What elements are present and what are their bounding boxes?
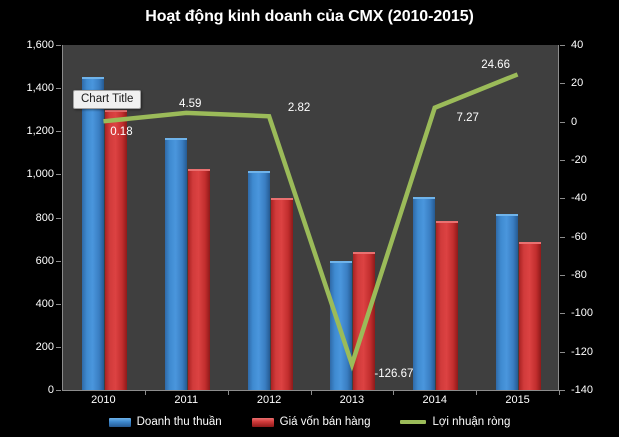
bar-revenue-2015[interactable]: [496, 214, 519, 390]
data-label-net-profit-2011: 4.59: [179, 97, 202, 110]
x-axis-tickmark: [310, 390, 312, 395]
y-axis-left-tick-800: 800: [35, 211, 54, 224]
bar-revenue-2011[interactable]: [164, 137, 187, 390]
y-axis-left-tick-0: 0: [47, 384, 54, 396]
bar-cogs-2013[interactable]: [353, 252, 376, 390]
chart-legend: Doanh thu thuần Giá vốn bán hàng Lợi nhu…: [0, 412, 619, 432]
bar-red-swatch: [251, 417, 274, 427]
legend-item-cogs[interactable]: Giá vốn bán hàng: [251, 416, 371, 428]
y-axis-left-tick-1000: 1,000: [26, 168, 54, 181]
y-axis-right-tickmark: [560, 313, 565, 315]
y-axis-left-tickmark: [56, 346, 61, 348]
bar-revenue-2013[interactable]: [330, 260, 353, 390]
y-axis-left-tickmark: [56, 390, 61, 391]
y-axis-right-tick-0: 0: [571, 115, 578, 128]
legend-label-net-profit: Lợi nhuận ròng: [432, 416, 511, 428]
y-axis-right-tickmark: [560, 160, 565, 161]
y-axis-right-tick-neg100: -100: [571, 307, 594, 320]
y-axis-left-tick-600: 600: [35, 254, 54, 267]
y-axis-right-tick-neg120: -120: [571, 345, 594, 358]
y-axis-right-tick-20: 20: [571, 77, 584, 90]
x-axis-tick-2013: 2013: [339, 394, 365, 406]
y-axis-right-tickmark: [560, 236, 565, 238]
x-axis-tickmark: [393, 390, 395, 395]
x-axis-tick-2015: 2015: [505, 394, 530, 406]
y-axis-left-tickmark: [56, 174, 61, 176]
bar-cogs-2011[interactable]: [187, 168, 210, 390]
y-axis-right-tickmark: [560, 83, 565, 85]
y-axis-right-tick-neg40: -40: [571, 192, 587, 205]
bar-revenue-2014[interactable]: [413, 197, 436, 390]
bar-cogs-2010[interactable]: [104, 109, 127, 390]
legend-item-revenue[interactable]: Doanh thu thuần: [108, 416, 222, 428]
y-axis-left-tick-200: 200: [35, 340, 54, 353]
y-axis-left-tickmark: [56, 131, 61, 133]
x-axis-tick-2010: 2010: [91, 394, 116, 406]
data-label-net-profit-2014: 7.27: [456, 111, 479, 124]
data-label-net-profit-2012: 2.82: [287, 102, 311, 115]
y-axis-left-tickmark: [56, 88, 61, 90]
bar-blue-swatch: [108, 417, 131, 427]
legend-label-revenue: Doanh thu thuần: [136, 416, 222, 428]
y-axis-right-tickmark: [560, 390, 565, 391]
y-axis-left-tick-1200: 1,200: [26, 125, 54, 138]
y-axis-left-tickmark: [56, 45, 61, 46]
x-axis-tick-2012: 2012: [256, 394, 282, 406]
x-axis-tick-2014: 2014: [422, 394, 447, 406]
legend-label-cogs: Giá vốn bán hàng: [279, 416, 371, 428]
x-axis-tickmark: [144, 390, 146, 395]
y-axis-right-tickmark: [560, 275, 565, 276]
x-axis-tickmark: [559, 390, 560, 395]
bar-cogs-2012[interactable]: [270, 198, 293, 390]
data-label-net-profit-2015: 24.66: [481, 59, 510, 72]
y-axis-right-tick-neg20: -20: [571, 154, 587, 166]
bar-cogs-2015[interactable]: [519, 242, 542, 390]
y-axis-right-tick-40: 40: [571, 39, 584, 51]
y-axis-right-tickmark: [560, 351, 565, 353]
y-axis-right-tickmark: [560, 121, 565, 123]
line-green-swatch: [400, 420, 427, 424]
y-axis-right-tick-neg60: -60: [571, 230, 587, 243]
chart-title: Hoạt động kinh doanh của CMX (2010-2015): [145, 8, 474, 25]
chart-title-tooltip: Chart Title: [73, 90, 142, 109]
x-axis-tick-2011: 2011: [174, 394, 199, 406]
bar-cogs-2014[interactable]: [436, 220, 459, 390]
y-axis-right-tickmark: [560, 198, 565, 200]
data-label-net-profit-2013: -126.67: [374, 368, 414, 381]
y-axis-left-tickmark: [56, 260, 61, 262]
x-axis-tickmark: [227, 390, 229, 395]
y-axis-left-tick-1600: 1,600: [26, 39, 54, 51]
y-axis-right-tick-neg80: -80: [571, 269, 587, 281]
y-axis-right-tickmark: [560, 45, 565, 46]
bar-revenue-2012[interactable]: [247, 171, 270, 390]
y-axis-left-tickmark: [56, 303, 61, 305]
y-axis-right-tick-neg140: -140: [571, 384, 594, 396]
legend-item-net-profit[interactable]: Lợi nhuận ròng: [400, 416, 510, 428]
y-axis-left-tick-1400: 1,400: [26, 82, 54, 95]
x-axis-tickmark: [476, 390, 478, 395]
bar-revenue-2010[interactable]: [81, 77, 104, 390]
y-axis-left-tick-400: 400: [35, 297, 54, 310]
y-axis-left-tickmark: [56, 217, 61, 219]
data-label-net-profit-2010: 0.18: [110, 126, 133, 139]
